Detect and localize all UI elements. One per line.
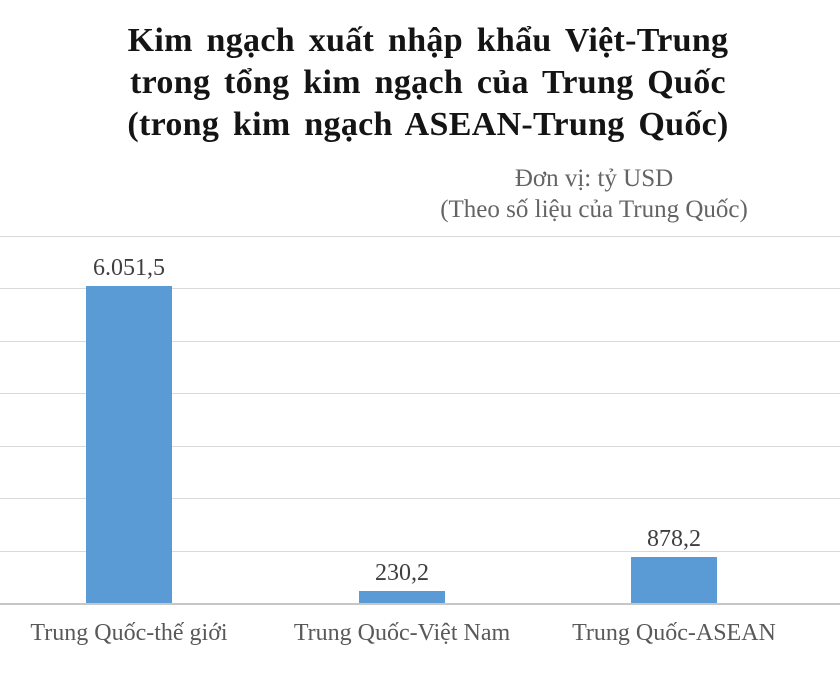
x-axis-line <box>0 603 840 605</box>
bar-2 <box>359 590 445 603</box>
chart-title-line-3: (trong kim ngạch ASEAN-Trung Quốc) <box>127 106 729 143</box>
unit-note-line-2: (Theo số liệu của Trung Quốc) <box>440 196 748 223</box>
gridline-1000 <box>0 550 840 552</box>
category-label-2: Trung Quốc-Việt Nam <box>293 620 511 646</box>
gridline-5000 <box>0 340 840 342</box>
chart-title: Kim ngạch xuất nhập khẩu Việt-Trung tron… <box>0 20 840 146</box>
value-label-3: 878,2 <box>647 525 701 552</box>
bar-3 <box>631 556 717 603</box>
category-label-1: Trung Quốc-thế giới <box>30 620 228 646</box>
unit-note: Đơn vị: tỷ USD (Theo số liệu của Trung Q… <box>374 163 814 225</box>
bar-1 <box>86 285 172 603</box>
gridline-2000 <box>0 498 840 500</box>
gridline-7000 <box>0 236 840 237</box>
value-label-2: 230,2 <box>375 559 429 586</box>
unit-note-line-1: Đơn vị: tỷ USD <box>514 165 674 192</box>
value-label-1: 6.051,5 <box>93 254 165 281</box>
category-label-3: Trung Quốc-ASEAN <box>572 620 776 646</box>
gridline-6000 <box>0 288 840 290</box>
chart-title-line-2: trong tổng kim ngạch của Trung Quốc <box>130 64 726 101</box>
gridline-3000 <box>0 445 840 447</box>
chart-title-line-1: Kim ngạch xuất nhập khẩu Việt-Trung <box>127 22 729 59</box>
gridline-4000 <box>0 393 840 395</box>
